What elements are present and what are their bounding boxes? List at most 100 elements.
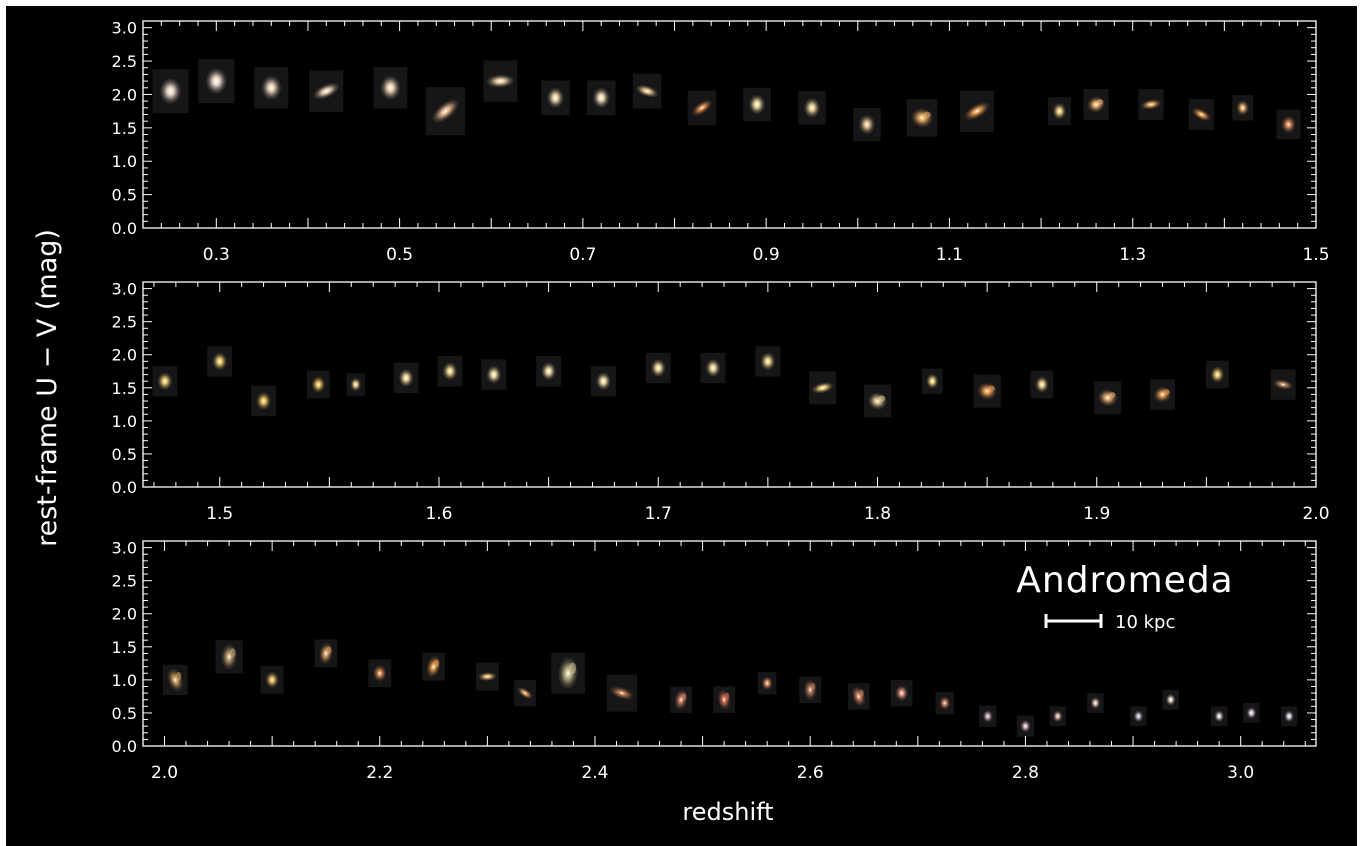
galaxy-stamp — [586, 80, 616, 116]
y-tick-label: 2.0 — [112, 605, 137, 624]
galaxy-stamp — [152, 365, 178, 397]
galaxy-group — [162, 639, 1298, 737]
x-tick-label: 1.1 — [936, 245, 963, 265]
galaxy-stamp — [514, 679, 536, 707]
galaxy-point — [811, 381, 834, 394]
x-tick-label: 3.0 — [1227, 763, 1254, 783]
y-tick-label: 1.5 — [112, 379, 137, 398]
y-tick-label: 0.5 — [112, 704, 137, 723]
scale-bar — [1044, 614, 1103, 628]
galaxy-stamp — [1232, 95, 1254, 121]
galaxy-stamp — [798, 91, 826, 125]
galaxy-stamp — [1030, 370, 1054, 399]
galaxy-point — [1191, 107, 1212, 122]
galaxy-clump — [859, 689, 864, 697]
galaxy-point — [261, 75, 282, 101]
galaxy-point — [635, 84, 659, 98]
galaxy-point — [964, 101, 990, 121]
galaxy-stamp — [809, 371, 837, 405]
x-tick-label: 2.4 — [581, 763, 608, 783]
galaxy-point — [760, 352, 776, 371]
galaxy-stamp — [198, 59, 235, 104]
galaxy-stamp — [1087, 693, 1104, 713]
x-tick-label: 1.6 — [425, 504, 452, 524]
galaxy-point — [761, 676, 773, 690]
x-tick-label: 2.8 — [1012, 763, 1039, 783]
galaxy-stamp — [743, 87, 771, 122]
galaxy-stamp — [207, 346, 233, 377]
galaxy-stamp — [670, 686, 692, 713]
galaxy-point — [431, 98, 460, 124]
y-tick-label: 2.5 — [112, 52, 137, 71]
galaxy-stamp — [606, 674, 638, 712]
galaxy-point — [380, 75, 401, 101]
galaxy-stamp — [373, 67, 408, 109]
galaxy-point — [1281, 115, 1296, 134]
x-tick-label: 1.9 — [1083, 504, 1110, 524]
galaxy-stamp — [863, 384, 892, 418]
galaxy-clump — [176, 671, 182, 681]
galaxy-stamp — [162, 664, 188, 696]
y-axis-label: rest-frame U − V (mag) — [32, 229, 63, 547]
galaxy-point — [592, 87, 610, 109]
galaxy-stamp — [757, 671, 777, 695]
galaxy-clump — [434, 659, 440, 668]
x-axis: 2.0 2.2 2.4 2.6 2.8 3.0 — [142, 541, 1306, 783]
panel-frame — [142, 540, 1317, 747]
y-tick-label: 0.0 — [112, 219, 137, 238]
chart-panels: 0.0 0.5 1.0 1.5 2.0 2.5 3.0 0.3 0.5 0.7 0.9 1.1 1.3 1… — [112, 19, 1330, 783]
galaxy-point — [609, 686, 635, 700]
galaxy-stamp — [1280, 706, 1298, 727]
panel-1: 0.0 0.5 1.0 1.5 2.0 2.5 3.0 0.3 0.5 0.7 0.9 1.1 1.3 1… — [112, 19, 1330, 265]
galaxy-point — [212, 352, 228, 371]
galaxy-stamp — [481, 359, 507, 390]
x-tick-label: 2.6 — [797, 763, 824, 783]
galaxy-stamp — [1083, 89, 1109, 120]
galaxy-point — [486, 365, 502, 384]
galaxy-clump — [878, 395, 886, 402]
galaxy-stamp — [1130, 706, 1147, 727]
galaxy-stamp — [152, 69, 189, 114]
galaxy-point — [205, 67, 228, 95]
galaxy-stamp — [1211, 706, 1228, 727]
galaxy-stamp — [393, 362, 419, 394]
galaxy-point — [256, 391, 272, 411]
y-axis: 0.0 0.5 1.0 1.5 2.0 2.5 3.0 — [112, 539, 1316, 756]
x-tick-label: 1.5 — [1302, 245, 1329, 265]
galaxy-stamp — [700, 352, 726, 384]
x-tick-label: 1.7 — [645, 504, 672, 524]
panel-3: 0.0 0.5 1.0 1.5 2.0 2.5 3.0 2.0 2.2 2.4 2.6 2.8 3.0 — [112, 539, 1317, 783]
galaxy-stamp — [368, 659, 392, 688]
galaxy-stamp — [215, 640, 243, 674]
galaxy-stamp — [1270, 369, 1296, 400]
galaxy-point — [1133, 710, 1144, 723]
galaxy-stamp — [475, 662, 499, 691]
galaxy-point — [650, 358, 666, 378]
galaxy-point — [895, 685, 909, 702]
galaxy-stamp — [551, 652, 585, 694]
galaxy-point — [1090, 697, 1101, 709]
galaxy-stamp — [1162, 689, 1179, 710]
galaxy-point — [157, 372, 173, 391]
galaxy-stamp — [251, 385, 277, 417]
galaxy-point — [1020, 719, 1031, 733]
galaxy-clump — [988, 385, 995, 392]
galaxy-point — [926, 373, 939, 389]
galaxy-point — [1236, 100, 1249, 116]
galaxy-stamp — [541, 80, 570, 116]
galaxy-point — [159, 77, 182, 105]
galaxy-point — [311, 376, 326, 393]
galaxy-stamp — [799, 676, 822, 704]
galaxy-clump — [229, 648, 236, 658]
panel-frame — [142, 20, 1317, 229]
galaxy-stamp — [979, 705, 997, 727]
galaxy-stamp — [935, 691, 954, 715]
galaxy-point — [939, 696, 951, 710]
galaxy-stamp — [425, 87, 466, 136]
galaxy-point — [1140, 99, 1162, 110]
galaxy-point — [1284, 710, 1294, 723]
galaxy-point — [1165, 693, 1176, 706]
galaxy-point — [372, 664, 387, 682]
x-axis: 1.5 1.6 1.7 1.8 1.9 2.0 — [153, 282, 1330, 524]
